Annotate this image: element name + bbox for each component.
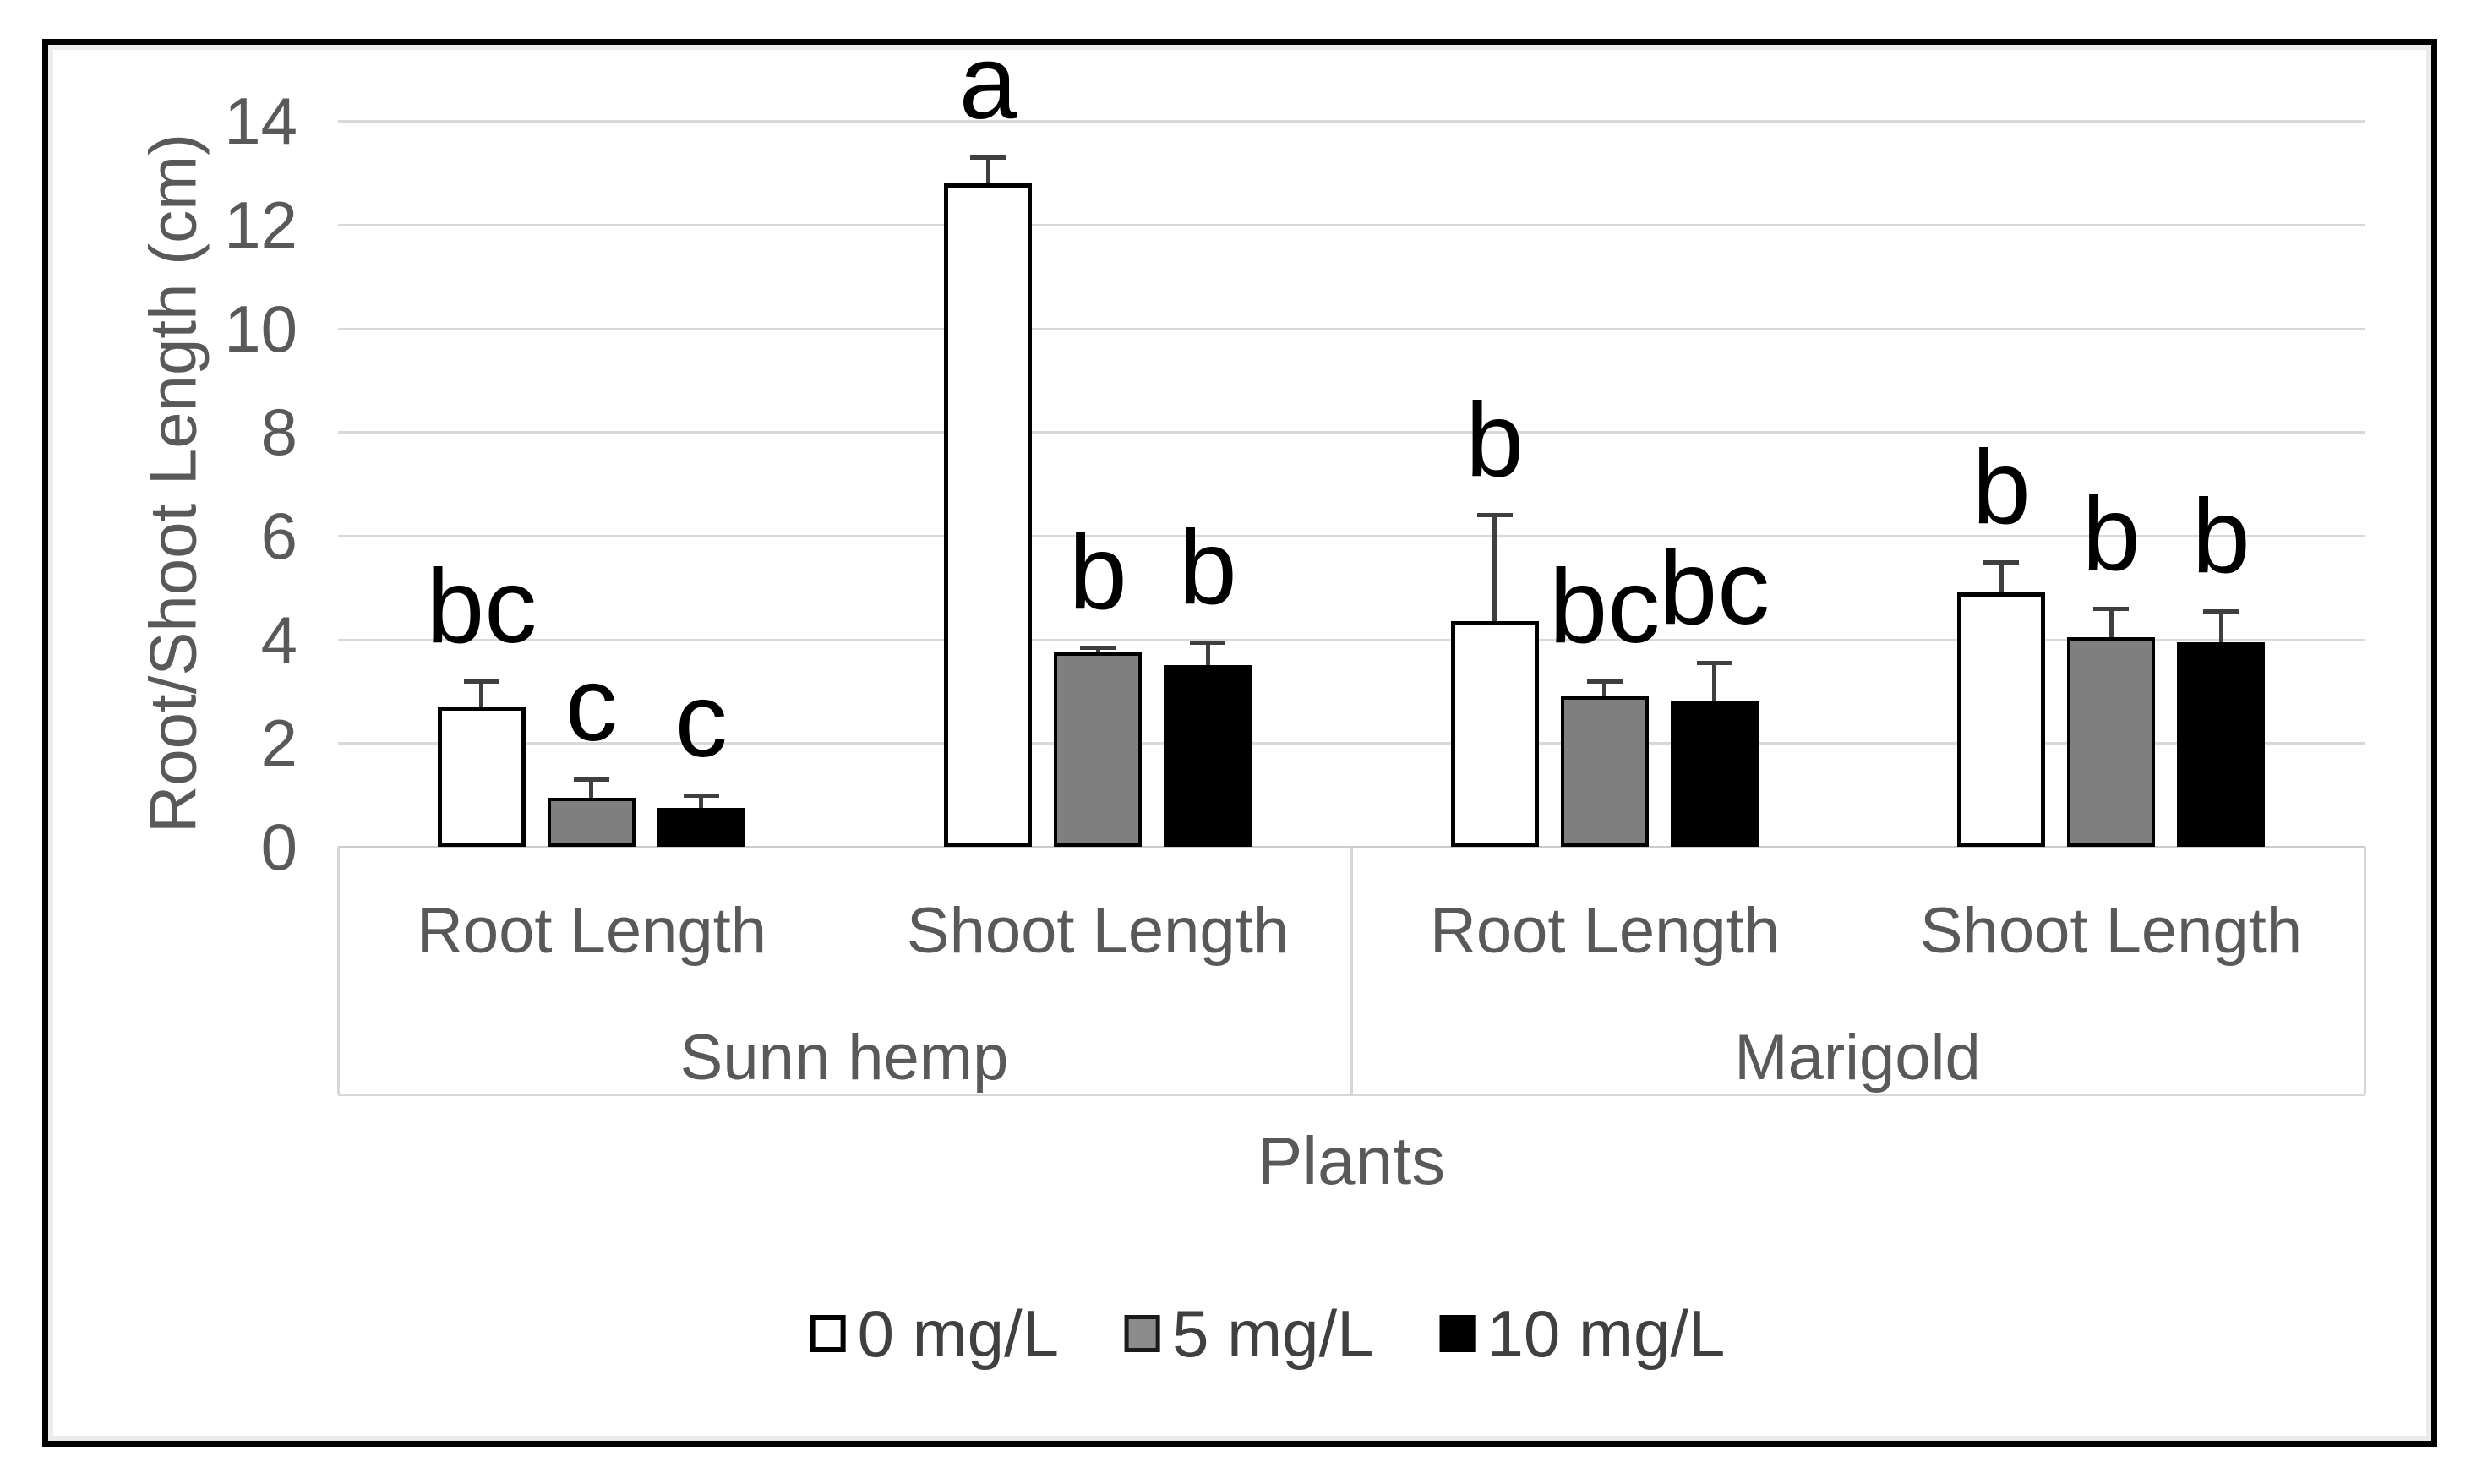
gridline [338, 327, 2365, 330]
category-label-root-length-marigold: Root Length [1429, 895, 1781, 967]
significance-letter: b [1465, 382, 1525, 499]
error-bar-whisker [2218, 610, 2223, 642]
legend-swatch-gray-icon [1125, 1315, 1161, 1352]
significance-letter: b [2191, 477, 2250, 595]
bar [1054, 652, 1143, 847]
error-bar-cap [1476, 513, 1513, 518]
category-divider-line [337, 847, 340, 1094]
category-bracket-bottom-line [338, 1094, 2365, 1096]
bar [2177, 641, 2266, 847]
category-divider-line [1350, 847, 1353, 1094]
legend-label: 5 mg/L [1172, 1296, 1374, 1371]
plant-group-label-marigold: Marigold [1734, 1022, 1981, 1094]
significance-letter: bc [426, 548, 537, 665]
legend-swatch-black-icon [1439, 1315, 1476, 1352]
y-axis-tick-label: 12 [224, 187, 297, 262]
x-axis-title: Plants [1257, 1123, 1446, 1198]
error-bar-whisker [1999, 561, 2004, 593]
gridline [338, 223, 2365, 226]
significance-letter: c [565, 647, 618, 764]
legend-label: 0 mg/L [857, 1296, 1060, 1371]
y-axis-tick-label: 0 [260, 810, 297, 884]
legend-item-5mgl: 5 mg/L [1125, 1296, 1374, 1371]
significance-letter: b [1068, 514, 1127, 631]
bar [944, 183, 1033, 847]
y-axis-tick-label: 6 [260, 498, 297, 573]
error-bar-cap [1080, 645, 1116, 650]
legend-swatch-white-icon [810, 1315, 846, 1352]
significance-letter: bc [1549, 548, 1661, 665]
error-bar-whisker [985, 157, 990, 183]
significance-letter: b [1972, 428, 2031, 546]
category-label-root-length-sunnhemp: Root Length [416, 895, 767, 967]
bar [1450, 621, 1539, 847]
error-bar-whisker [589, 779, 594, 798]
y-axis-tick-label: 14 [224, 84, 297, 159]
y-axis-tick-label: 10 [224, 291, 297, 366]
gridline [338, 638, 2365, 641]
bar [547, 797, 636, 847]
error-bar-whisker [1492, 515, 1497, 622]
error-bar-cap [573, 777, 609, 783]
bar [2067, 636, 2156, 847]
error-bar-cap [1586, 679, 1623, 684]
y-axis-tick-label: 2 [260, 706, 297, 781]
bar [1957, 592, 2046, 847]
error-bar-cap [2093, 606, 2130, 611]
legend-item-0mgl: 0 mg/L [810, 1301, 1059, 1367]
plant-group-label-sunn-hemp: Sunn hemp [679, 1022, 1009, 1094]
error-bar-whisker [2108, 608, 2114, 637]
category-label-shoot-length-marigold: Shoot Length [1919, 895, 2303, 967]
error-bar-cap [970, 155, 1006, 161]
category-divider-line [2364, 847, 2366, 1094]
bar [1670, 701, 1759, 847]
legend-label: 10 mg/L [1486, 1296, 1726, 1371]
category-label-shoot-length-sunnhemp: Shoot Length [906, 895, 1290, 967]
error-bar-cap [1983, 559, 2020, 565]
error-bar-cap [683, 793, 719, 798]
gridline [338, 431, 2365, 434]
bar [1560, 696, 1649, 847]
bar [437, 707, 526, 847]
bar [1164, 665, 1252, 847]
error-bar-cap [1696, 661, 1732, 666]
error-bar-whisker [699, 794, 704, 808]
bar [657, 807, 745, 847]
gridline [338, 742, 2365, 745]
error-bar-whisker [1712, 663, 1717, 702]
error-bar-cap [2203, 608, 2239, 614]
legend: 0 mg/L 5 mg/L 10 mg/L [810, 1296, 1726, 1371]
error-bar-whisker [1602, 680, 1607, 697]
legend-item-10mgl: 10 mg/L [1439, 1296, 1726, 1371]
significance-letter: c [674, 662, 728, 779]
gridline [338, 534, 2365, 537]
significance-letter: bc [1659, 530, 1770, 647]
error-bar-whisker [479, 680, 484, 707]
significance-letter: b [2081, 475, 2141, 592]
error-bar-cap [1190, 640, 1226, 645]
significance-letter: a [958, 25, 1017, 142]
significance-letter: b [1178, 509, 1237, 626]
gridline [338, 120, 2365, 123]
error-bar-whisker [1095, 647, 1100, 652]
y-axis-tick-label: 8 [260, 395, 297, 470]
error-bar-cap [463, 679, 499, 684]
y-axis-tick-label: 4 [260, 602, 297, 677]
error-bar-whisker [1205, 641, 1210, 666]
